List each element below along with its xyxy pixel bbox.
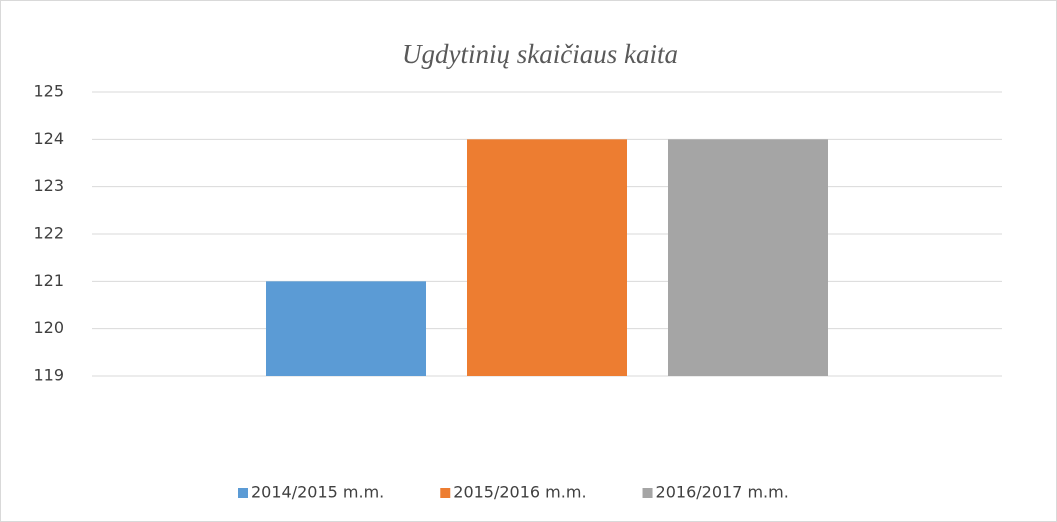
bar [467,139,627,376]
y-tick-label: 119 [33,366,64,385]
legend-swatch [238,488,248,498]
y-tick-label: 124 [33,129,64,148]
y-tick-label: 123 [33,176,64,195]
legend-label: 2016/2017 m.m. [656,483,789,502]
y-tick-label: 122 [33,224,64,243]
bar [266,281,426,376]
legend-label: 2014/2015 m.m. [251,483,384,502]
legend-swatch [642,488,653,498]
y-tick-label: 120 [33,318,64,337]
chart-title: Ugdytinių skaičiaus kaita [402,39,678,69]
legend-swatch [440,488,451,498]
legend-label: 2015/2016 m.m. [453,483,586,502]
bar [668,139,828,376]
y-tick-label: 125 [33,82,64,101]
y-tick-label: 121 [33,271,64,290]
